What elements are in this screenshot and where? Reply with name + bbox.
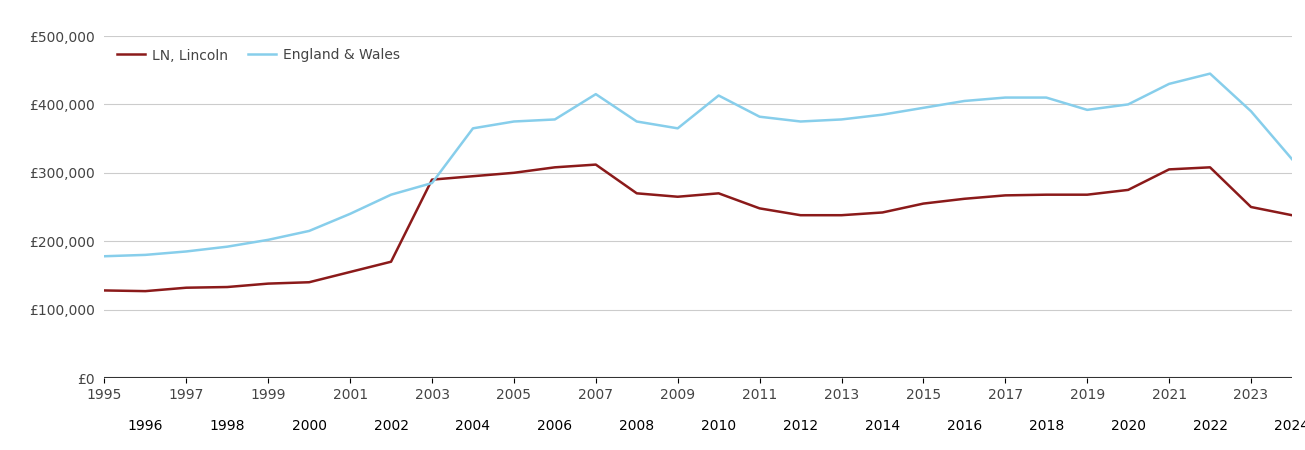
England & Wales: [137, 252, 153, 257]
England & Wales: [629, 119, 645, 124]
Legend: LN, Lincoln, England & Wales: LN, Lincoln, England & Wales: [111, 43, 406, 68]
LN, Lincoln: [424, 177, 440, 182]
LN, Lincoln: [384, 259, 399, 265]
England & Wales: [384, 192, 399, 198]
LN, Lincoln: [916, 201, 932, 206]
LN, Lincoln: [997, 193, 1013, 198]
England & Wales: [219, 244, 235, 249]
England & Wales: [179, 249, 194, 254]
LN, Lincoln: [547, 165, 562, 170]
England & Wales: [1161, 81, 1177, 86]
England & Wales: [1202, 71, 1218, 76]
LN, Lincoln: [834, 212, 850, 218]
England & Wales: [1079, 107, 1095, 112]
England & Wales: [957, 98, 972, 104]
LN, Lincoln: [1079, 192, 1095, 198]
LN, Lincoln: [1284, 212, 1300, 218]
LN, Lincoln: [465, 174, 480, 179]
England & Wales: [424, 180, 440, 186]
England & Wales: [1120, 102, 1135, 107]
LN, Lincoln: [1120, 187, 1135, 193]
LN, Lincoln: [957, 196, 972, 202]
England & Wales: [834, 117, 850, 122]
England & Wales: [997, 95, 1013, 100]
LN, Lincoln: [261, 281, 277, 286]
England & Wales: [301, 228, 317, 234]
England & Wales: [589, 91, 604, 97]
LN, Lincoln: [301, 279, 317, 285]
England & Wales: [547, 117, 562, 122]
Line: England & Wales: England & Wales: [104, 74, 1292, 256]
LN, Lincoln: [97, 288, 112, 293]
LN, Lincoln: [752, 206, 767, 211]
LN, Lincoln: [506, 170, 522, 176]
England & Wales: [465, 126, 480, 131]
LN, Lincoln: [669, 194, 685, 199]
LN, Lincoln: [1161, 166, 1177, 172]
England & Wales: [711, 93, 727, 98]
England & Wales: [97, 253, 112, 259]
England & Wales: [1244, 108, 1259, 114]
LN, Lincoln: [1039, 192, 1054, 198]
England & Wales: [1284, 157, 1300, 162]
England & Wales: [342, 211, 358, 216]
England & Wales: [874, 112, 890, 117]
LN, Lincoln: [874, 210, 890, 215]
Line: LN, Lincoln: LN, Lincoln: [104, 165, 1292, 291]
England & Wales: [916, 105, 932, 111]
LN, Lincoln: [589, 162, 604, 167]
LN, Lincoln: [629, 191, 645, 196]
LN, Lincoln: [1244, 204, 1259, 210]
England & Wales: [669, 126, 685, 131]
LN, Lincoln: [1202, 165, 1218, 170]
LN, Lincoln: [792, 212, 808, 218]
LN, Lincoln: [342, 269, 358, 274]
LN, Lincoln: [137, 288, 153, 294]
England & Wales: [1039, 95, 1054, 100]
England & Wales: [792, 119, 808, 124]
England & Wales: [506, 119, 522, 124]
England & Wales: [261, 237, 277, 243]
LN, Lincoln: [219, 284, 235, 290]
LN, Lincoln: [711, 191, 727, 196]
LN, Lincoln: [179, 285, 194, 290]
England & Wales: [752, 114, 767, 119]
